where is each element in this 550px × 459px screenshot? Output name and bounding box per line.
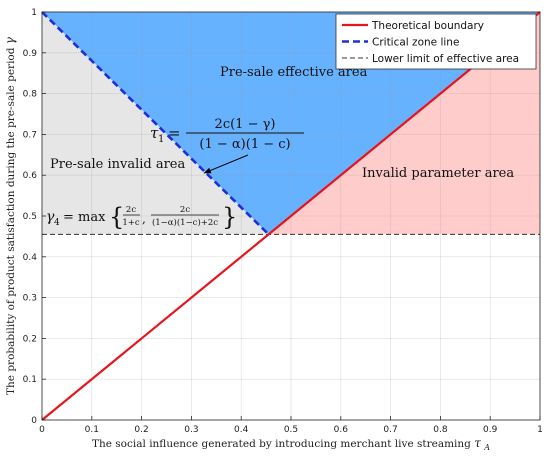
y-tick-label: 0.5: [23, 212, 37, 222]
x-axis-label-symbol: τ: [474, 436, 481, 450]
tau1-subscript: 1: [158, 134, 164, 145]
equation-tau1: τ 1 = 2c(1 − γ) (1 − α)(1 − c): [150, 117, 304, 174]
x-tick-label: 1: [537, 425, 543, 435]
y-tick-label: 0.9: [23, 49, 38, 59]
y-tick-label: 0.3: [23, 294, 37, 304]
x-tick-label: 0.4: [234, 425, 249, 435]
legend-label-lower-limit: Lower limit of effective area: [372, 53, 519, 65]
gamma4-frac2-numerator: 2c: [180, 205, 190, 215]
gamma4-frac1-numerator: 2c: [126, 205, 136, 215]
legend-box: [335, 13, 537, 70]
tau1-equals: =: [168, 124, 181, 142]
gamma4-subscript: 4: [54, 218, 60, 228]
tau1-numerator: 2c(1 − γ): [215, 117, 276, 132]
tau1-denominator: (1 − α)(1 − c): [199, 137, 290, 152]
equation-gamma4: γ 4 = max { 2c 1+c , 2c (1−α)(1−c)+2c }: [46, 203, 237, 231]
x-axis-label-text: The social influence generated by introd…: [92, 438, 471, 450]
x-tick-label: 0.5: [284, 425, 298, 435]
tau1-arrowhead: [203, 167, 212, 174]
series-lines: [41, 11, 541, 421]
y-tick-label: 0.4: [23, 253, 38, 263]
x-tick-label: 0.2: [134, 425, 148, 435]
gamma4-separator: ,: [142, 212, 146, 226]
y-axis-label-symbol: γ: [3, 36, 17, 44]
gamma4-right-brace: }: [222, 203, 237, 231]
y-tick-label: 0.2: [23, 334, 37, 344]
ticks: 0 0.1 0.2 0.3 0.4 0.5 0.6 0.7 0.8 0.9 1 0 0.1 0.2 0.3 0…: [23, 8, 543, 435]
gamma4-symbol: γ: [46, 209, 55, 225]
x-tick-label: 0.6: [334, 425, 349, 435]
x-tick-label: 0.7: [383, 425, 397, 435]
gamma4-frac2-denominator: (1−α)(1−c)+2c: [152, 217, 218, 228]
theoretical-boundary-line: [41, 11, 541, 421]
y-axis-label-text: The probability of product satisfaction …: [5, 47, 17, 395]
gamma4-frac1-denominator: 1+c: [122, 218, 140, 228]
critical-zone-line: [41, 11, 270, 236]
region-label-invalid-parameter: Invalid parameter area: [362, 166, 514, 181]
x-axis-label: The social influence generated by introd…: [92, 436, 490, 452]
region-label-effective: Pre-sale effective area: [220, 65, 368, 80]
legend: Theoretical boundary Critical zone line …: [335, 13, 537, 70]
y-tick-label: 0.6: [23, 171, 38, 181]
y-tick-label: 1: [31, 8, 37, 18]
y-tick-label: 0.1: [23, 375, 37, 385]
y-tick-label: 0.7: [23, 130, 37, 140]
x-tick-label: 0.9: [483, 425, 498, 435]
y-axis-label: The probability of product satisfaction …: [3, 36, 17, 395]
tau1-arrow: [203, 154, 249, 174]
legend-label-critical-zone-line: Critical zone line: [372, 37, 459, 49]
gamma4-left-brace: {: [109, 203, 124, 231]
y-tick-label: 0.8: [23, 90, 38, 100]
x-tick-label: 0.3: [184, 425, 198, 435]
region-label-invalid: Pre-sale invalid area: [50, 157, 186, 172]
x-axis-label-subscript: A: [483, 443, 490, 452]
x-tick-label: 0: [39, 425, 45, 435]
gamma4-equals-max: = max: [63, 210, 106, 225]
x-tick-label: 0.8: [433, 425, 448, 435]
y-tick-label: 0: [31, 416, 37, 426]
x-tick-label: 0.1: [85, 425, 99, 435]
legend-label-theoretical-boundary: Theoretical boundary: [371, 20, 484, 32]
tau1-symbol: τ: [150, 124, 159, 142]
